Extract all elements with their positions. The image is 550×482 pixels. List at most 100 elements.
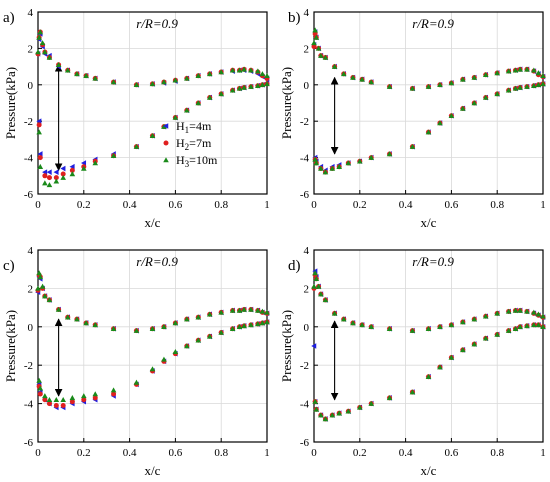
data-point-lower — [37, 391, 43, 397]
data-point-lower — [81, 393, 87, 399]
data-point-upper — [368, 324, 375, 330]
data-point-upper — [409, 327, 416, 333]
data-point-upper — [448, 80, 455, 86]
data-point-upper — [425, 83, 432, 89]
data-point-upper — [322, 54, 329, 60]
data-point-lower — [505, 87, 512, 93]
data-point-lower — [318, 165, 324, 171]
data-point-lower — [494, 331, 500, 337]
data-point-lower — [437, 364, 443, 370]
data-point-lower — [69, 167, 75, 173]
data-point-upper — [37, 274, 44, 280]
y-tick-label: 4 — [304, 7, 310, 19]
data-point-upper — [425, 325, 432, 331]
data-point-lower — [195, 100, 202, 106]
data-point-upper — [83, 320, 89, 326]
data-point-lower — [345, 160, 352, 166]
data-point-lower — [172, 114, 179, 120]
data-point-lower — [37, 155, 43, 161]
data-point-lower — [312, 398, 318, 404]
y-tick-label: -2 — [24, 360, 33, 372]
panel-letter: a) — [3, 10, 15, 26]
data-point-lower — [448, 354, 455, 360]
data-point-lower — [53, 175, 59, 181]
data-point-lower — [540, 81, 546, 87]
data-point-lower — [110, 152, 117, 159]
data-point-lower — [386, 395, 393, 401]
legend-entry: H3=10m — [176, 153, 218, 169]
data-point-lower — [42, 173, 48, 179]
data-point-upper — [206, 311, 213, 317]
y-axis-label: Pressure(kPa) — [279, 310, 294, 382]
y-tick-label: 4 — [28, 245, 34, 257]
data-point-lower — [482, 335, 489, 341]
data-point-lower — [312, 156, 318, 162]
legend-entry: H1=4m — [176, 119, 212, 135]
x-tick-label: 0.8 — [490, 199, 504, 211]
data-point-upper — [540, 313, 546, 319]
data-point-lower — [110, 387, 117, 393]
data-point-upper — [161, 79, 167, 85]
legend-base: H — [176, 136, 185, 150]
data-point-upper — [229, 67, 236, 73]
data-point-lower — [184, 343, 190, 349]
x-tick-label: 0.8 — [214, 199, 228, 211]
data-point-upper — [315, 283, 322, 289]
data-point-lower — [133, 143, 140, 149]
data-point-upper — [55, 61, 62, 68]
y-tick-label: -2 — [24, 116, 33, 128]
data-point-lower — [336, 410, 342, 416]
y-axis-label: Pressure(kPa) — [279, 67, 294, 139]
data-point-lower — [535, 82, 542, 88]
data-point-upper — [311, 40, 317, 46]
data-point-upper — [36, 34, 42, 40]
data-point-lower — [92, 160, 99, 166]
x-tick-label: 0.6 — [445, 199, 459, 211]
data-point-upper — [92, 75, 99, 81]
data-point-lower — [241, 323, 247, 329]
data-point-upper — [35, 285, 41, 291]
data-point-upper — [505, 68, 512, 74]
data-point-lower — [46, 396, 53, 402]
data-point-lower — [46, 401, 52, 407]
data-point-lower — [255, 82, 261, 88]
data-point-lower — [248, 322, 254, 328]
data-point-lower — [92, 395, 98, 401]
panel-a: 0 0.2 0.4 0.6 0.8 1 -6 -4 -2 0 2 4 x/c Pressure(kPa) a… — [3, 7, 270, 230]
panel-d: 0 0.2 0.4 0.6 0.8 1 -6 -4 -2 0 2 4 x/c Pressure(kPa) d… — [279, 245, 546, 478]
x-tick-label: 0 — [35, 447, 41, 459]
data-point-lower — [425, 129, 432, 135]
data-point-lower — [195, 337, 202, 343]
data-point-lower — [512, 325, 519, 331]
data-point-lower — [60, 165, 66, 172]
plot-frame — [37, 11, 268, 195]
plot-area — [314, 12, 543, 194]
data-point-upper — [524, 66, 530, 72]
data-point-lower — [69, 399, 75, 405]
data-point-lower — [206, 94, 213, 100]
data-point-upper — [241, 306, 247, 312]
data-point-upper — [83, 72, 89, 78]
data-point-lower — [81, 397, 87, 403]
x-tick-label: 0.6 — [169, 199, 183, 211]
y-axis-label: Pressure(kPa) — [3, 310, 18, 382]
y-tick-label: 4 — [304, 245, 310, 257]
data-point-lower — [264, 319, 270, 325]
x-tick-label: 0.2 — [77, 447, 91, 459]
data-point-lower — [471, 341, 478, 347]
x-tick-label: 0.8 — [214, 447, 228, 459]
y-tick-label: -4 — [24, 399, 34, 411]
legend-marker — [163, 140, 169, 146]
data-point-upper — [386, 83, 393, 89]
data-point-upper — [350, 320, 356, 326]
data-point-lower — [46, 182, 53, 188]
data-point-lower — [318, 412, 324, 418]
data-point-upper — [37, 29, 44, 35]
data-point-upper — [318, 52, 324, 58]
data-point-lower — [540, 324, 546, 330]
data-point-upper — [218, 69, 224, 75]
data-point-upper — [494, 70, 500, 76]
plot-area — [38, 12, 267, 194]
x-tick-label: 0.4 — [123, 447, 137, 459]
data-point-upper — [236, 67, 243, 73]
